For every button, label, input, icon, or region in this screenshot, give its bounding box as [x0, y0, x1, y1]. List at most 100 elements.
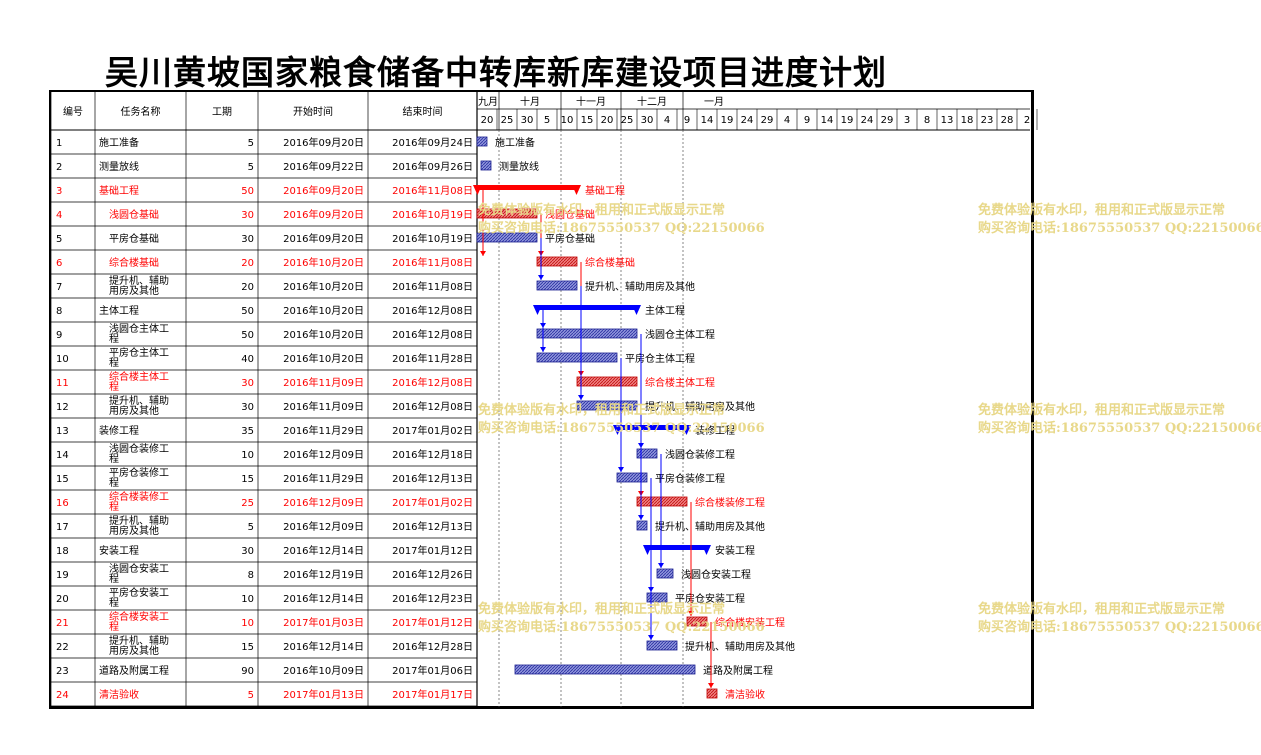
task-name: 施工准备: [99, 136, 139, 149]
task-name: 综合楼主体工: [109, 370, 169, 383]
task-start: 2016年10月09日: [283, 664, 364, 677]
task-id: 15: [56, 474, 69, 485]
dependency-arrow: [480, 251, 486, 256]
task-id: 23: [56, 666, 69, 677]
task-name-cont: 用房及其他: [109, 404, 159, 417]
task-duration: 90: [241, 666, 254, 677]
watermark-line1: 免费体验版有水印，租用和正式版显示正常: [978, 202, 1225, 218]
task-end: 2017年01月02日: [392, 424, 473, 437]
task-duration: 30: [241, 546, 254, 557]
task-id: 24: [56, 690, 69, 701]
task-end: 2016年11月28日: [392, 352, 473, 365]
task-bar: [476, 136, 488, 147]
task-start: 2016年11月29日: [283, 472, 364, 485]
task-end: 2016年12月13日: [392, 472, 473, 485]
dependency-arrow: [538, 275, 544, 280]
day-tick-label: 14: [821, 115, 834, 126]
column-header: 结束时间: [403, 105, 443, 118]
task-end: 2016年11月08日: [392, 184, 473, 197]
bar-label: 安装工程: [715, 544, 755, 557]
task-end: 2016年12月18日: [392, 448, 473, 461]
task-end: 2016年12月23日: [392, 592, 473, 605]
column-header: 工期: [212, 106, 232, 118]
column-header: 任务名称: [121, 105, 161, 118]
day-tick-label: 28: [1001, 115, 1014, 126]
day-tick-label: 8: [924, 115, 930, 126]
bar-label: 综合楼装修工程: [695, 496, 765, 509]
task-bar: [636, 496, 688, 507]
dependency-arrow: [648, 635, 654, 640]
day-tick-label: 2: [1024, 115, 1030, 126]
task-bar: [480, 160, 492, 171]
bar-label: 施工准备: [495, 136, 535, 149]
day-tick-label: 25: [501, 115, 514, 126]
task-id: 18: [56, 546, 69, 557]
watermark-line1: 免费体验版有水印，租用和正式版显示正常: [978, 402, 1225, 418]
bar-label: 基础工程: [585, 184, 625, 197]
task-start: 2016年09月20日: [283, 184, 364, 197]
dependency-arrow: [638, 515, 644, 520]
task-duration: 5: [248, 522, 254, 533]
task-end: 2016年12月26日: [392, 568, 473, 581]
task-duration: 30: [241, 234, 254, 245]
task-id: 17: [56, 522, 69, 533]
bar-label: 综合楼主体工程: [645, 376, 715, 389]
task-name-cont: 程: [109, 621, 119, 633]
watermark-line2: 购买咨询电话:18675550537 QQ:22150066: [478, 619, 765, 635]
watermark-line2: 购买咨询电话:18675550537 QQ:22150066: [478, 220, 765, 236]
day-tick-label: 9: [804, 115, 810, 126]
task-name: 清洁验收: [99, 688, 139, 701]
task-start: 2016年11月09日: [283, 376, 364, 389]
dependency-arrow: [540, 347, 546, 352]
bar-label: 装修工程: [695, 424, 735, 437]
task-start: 2016年12月09日: [283, 520, 364, 533]
task-bar: [646, 592, 668, 603]
bar-label: 提升机、辅助用房及其他: [655, 520, 765, 533]
task-name-cont: 程: [109, 381, 119, 393]
task-end: 2016年09月26日: [392, 160, 473, 173]
task-start: 2016年09月20日: [283, 136, 364, 149]
day-tick-label: 20: [601, 115, 614, 126]
task-id: 19: [56, 570, 69, 581]
day-tick-label: 13: [941, 115, 954, 126]
task-start: 2016年12月14日: [283, 592, 364, 605]
bar-label: 平房仓装修工程: [655, 472, 725, 485]
task-id: 13: [56, 426, 69, 437]
task-duration: 50: [241, 186, 254, 197]
day-tick-label: 15: [581, 115, 594, 126]
task-duration: 30: [241, 378, 254, 389]
task-start: 2016年12月09日: [283, 496, 364, 509]
task-id: 1: [56, 138, 62, 149]
task-bar: [476, 232, 538, 243]
summary-cap-left: [643, 545, 652, 555]
gantt-frame: [49, 90, 1034, 709]
task-name: 平房仓装修工: [109, 466, 169, 479]
column-header: 开始时间: [293, 105, 333, 118]
task-start: 2017年01月13日: [283, 688, 364, 701]
task-name-cont: 用房及其他: [109, 524, 159, 537]
bar-label: 浅圆仓基础: [545, 208, 595, 221]
day-tick-label: 25: [621, 115, 634, 126]
task-name: 平房仓主体工: [109, 346, 169, 359]
task-name: 主体工程: [99, 305, 139, 317]
task-duration: 5: [248, 138, 254, 149]
bar-label: 综合楼安装工程: [715, 616, 785, 629]
day-tick-label: 24: [861, 115, 874, 126]
task-duration: 15: [241, 642, 254, 653]
task-duration: 20: [241, 282, 254, 293]
task-name: 浅圆仓装修工: [109, 442, 169, 455]
task-name: 提升机、辅助: [109, 274, 169, 287]
day-tick-label: 18: [961, 115, 974, 126]
dependency-arrow: [688, 611, 694, 616]
watermark-line1: 免费体验版有水印，租用和正式版显示正常: [478, 202, 725, 218]
task-name-cont: 程: [109, 453, 119, 465]
day-tick-label: 19: [841, 115, 854, 126]
task-bar: [646, 640, 678, 651]
task-name-cont: 程: [109, 477, 119, 489]
task-id: 21: [56, 618, 69, 629]
bar-label: 浅圆仓装修工程: [665, 448, 735, 461]
task-bar: [536, 280, 578, 291]
task-bar: [536, 256, 578, 267]
task-duration: 10: [241, 618, 254, 629]
